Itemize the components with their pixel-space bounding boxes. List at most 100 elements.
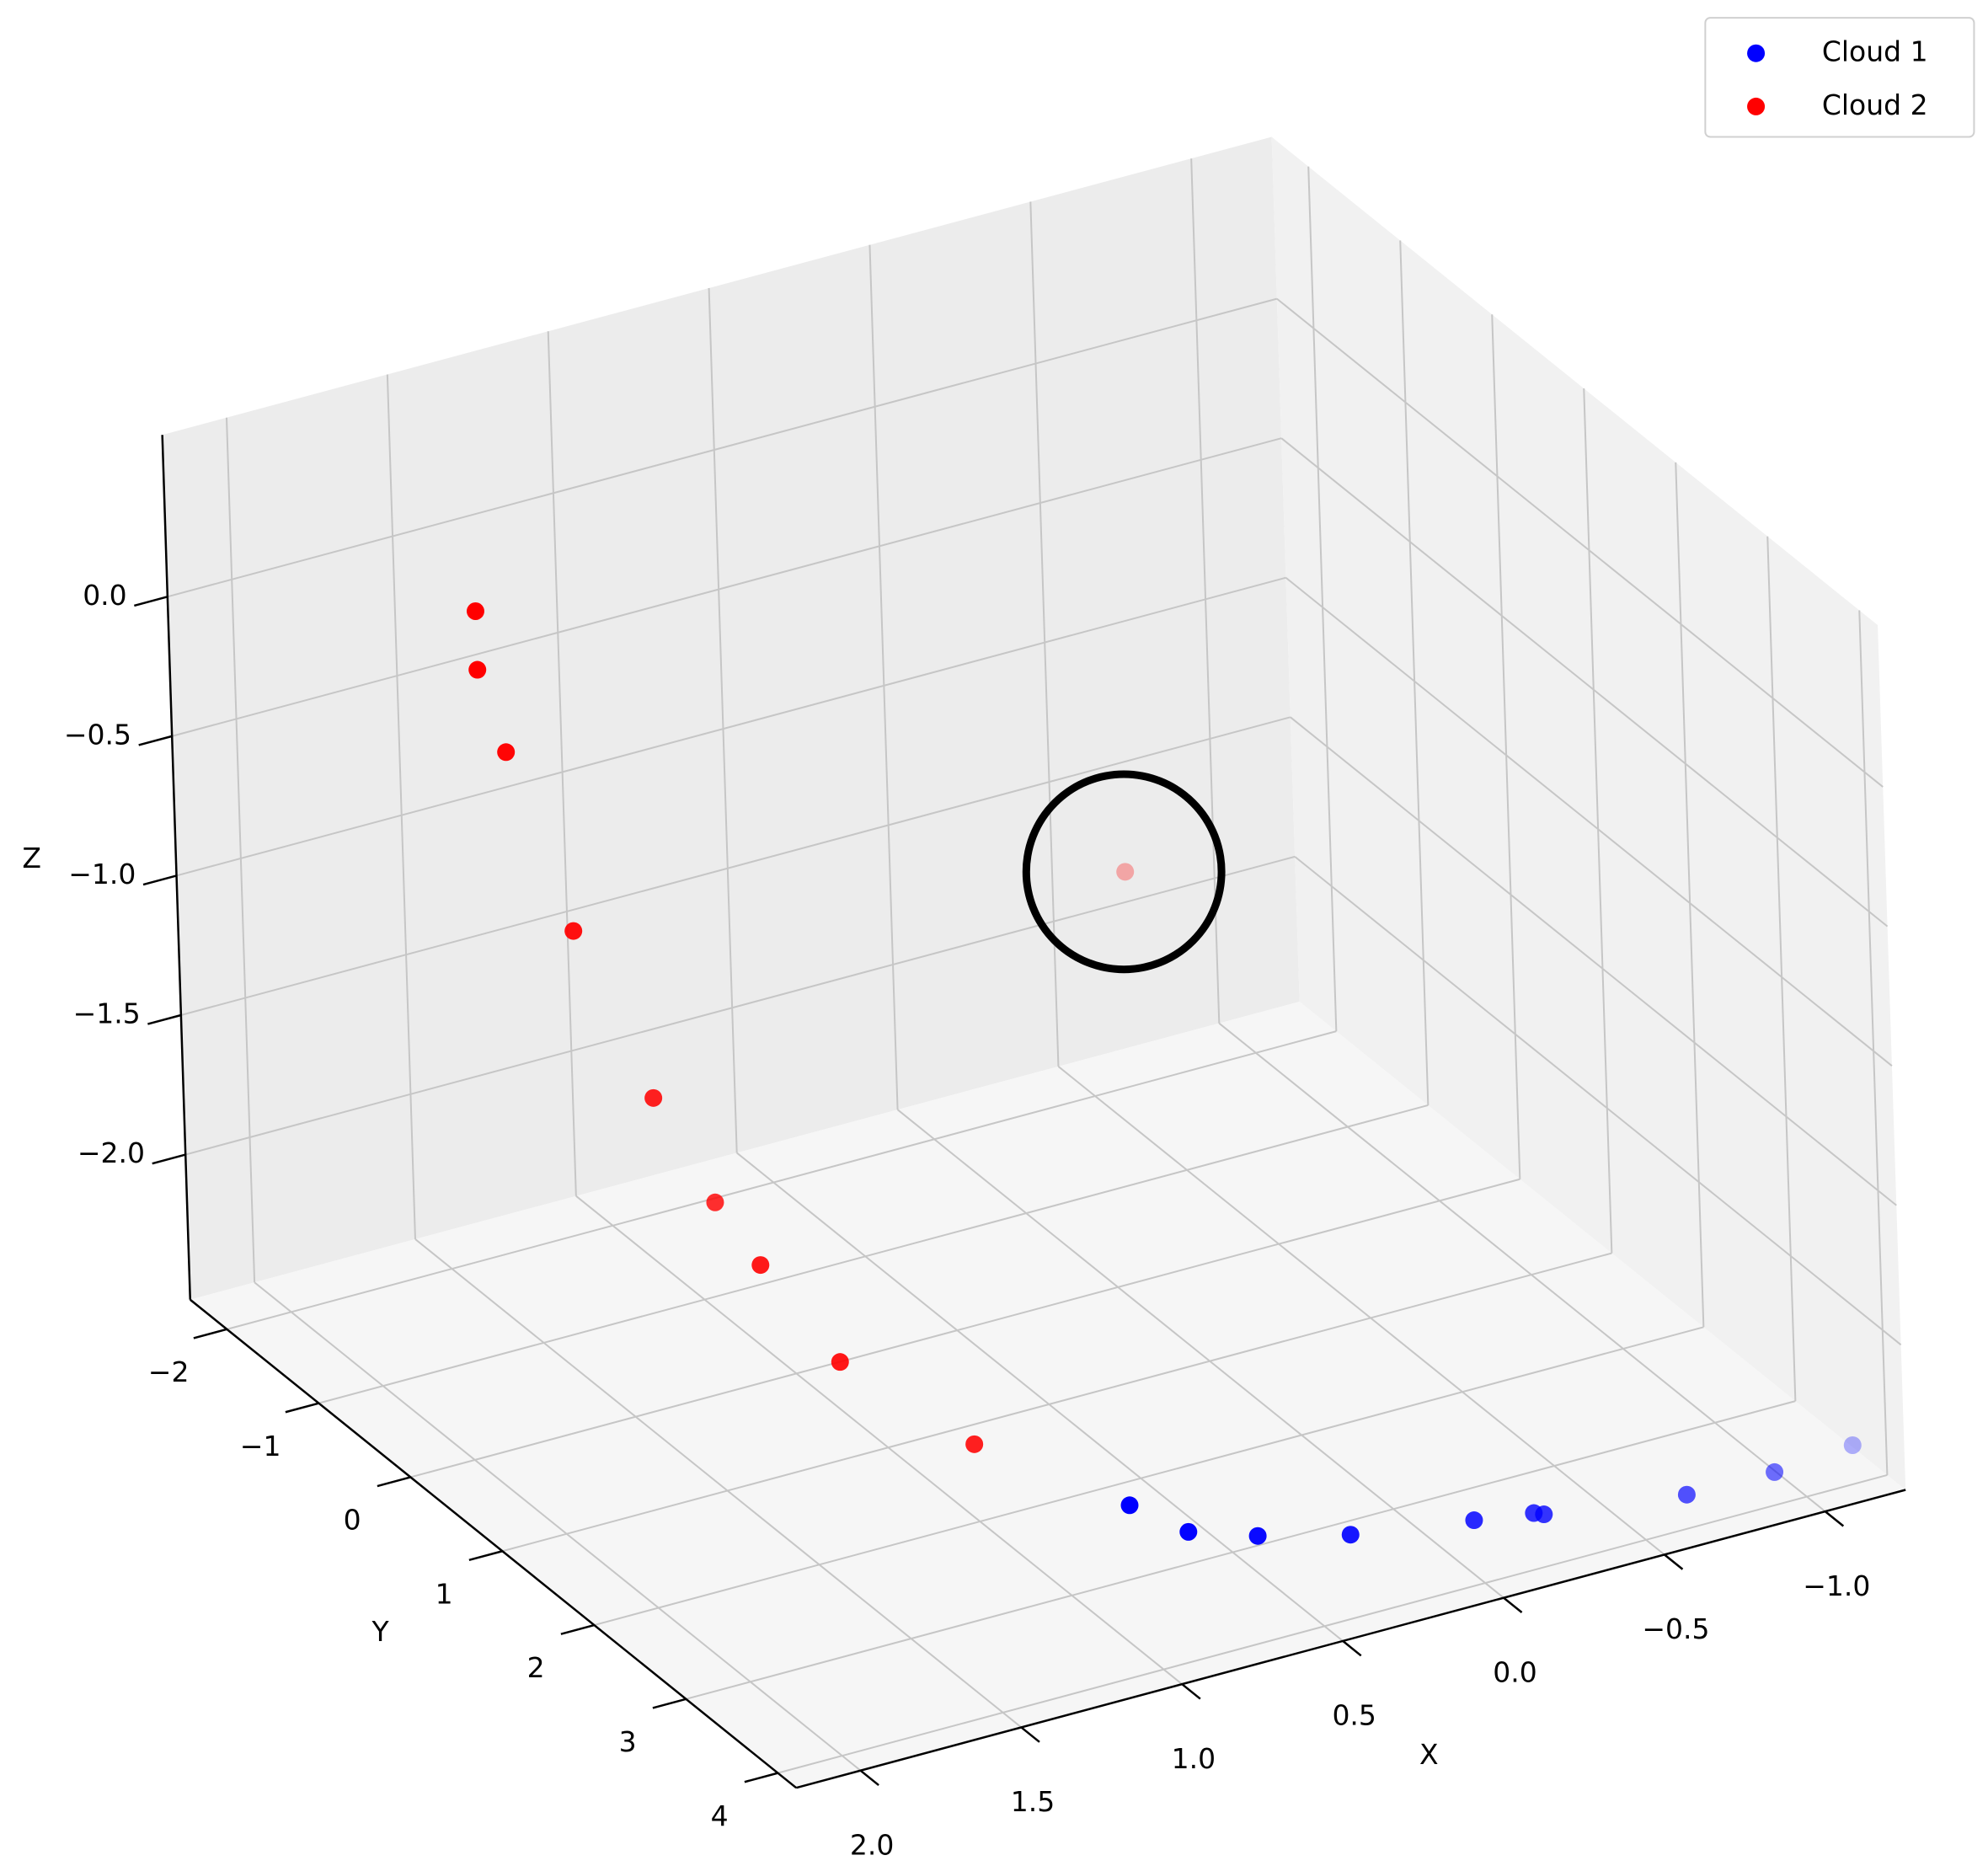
x-axis-line — [795, 1489, 1906, 1789]
tick-mark — [134, 596, 168, 607]
data-point — [706, 1193, 724, 1211]
grid-line — [410, 1178, 1520, 1478]
tick-mark — [285, 1402, 319, 1414]
z-axis-label: Z — [22, 842, 41, 874]
grid-line — [1029, 201, 1060, 1067]
data-point — [831, 1353, 849, 1371]
z-tick-label: 0.0 — [83, 579, 126, 612]
data-point — [1120, 1496, 1139, 1515]
legend-marker — [1747, 44, 1766, 62]
grid-line — [184, 855, 1296, 1156]
tick-mark — [1020, 1726, 1040, 1743]
grid-line — [686, 1400, 1796, 1700]
data-point — [466, 602, 484, 620]
x-tick-label: −0.5 — [1642, 1612, 1709, 1645]
grid-line — [1190, 158, 1221, 1024]
grid-line — [1294, 856, 1902, 1346]
data-point — [468, 660, 487, 679]
floor-pane — [190, 1002, 1906, 1788]
legend: Cloud 1 Cloud 2 — [1704, 17, 1975, 138]
grid-line — [180, 716, 1291, 1016]
y-tick-label: 3 — [619, 1725, 637, 1758]
tick-mark — [147, 1013, 182, 1025]
grid-line — [868, 244, 899, 1110]
y-tick-label: 2 — [527, 1651, 545, 1684]
tick-mark — [560, 1623, 595, 1635]
z-tick-label: −2.0 — [77, 1136, 145, 1169]
axes: −1.0 −0.5 0.0 0.5 1.0 1.5 2.0 −2 −1 0 1 2 3 4 −2.0 −1.5… — [22, 435, 1906, 1861]
y-tick-label: −1 — [240, 1430, 281, 1462]
tick-mark — [1664, 1553, 1684, 1570]
grid-line — [594, 1326, 1704, 1627]
grid-line — [386, 374, 416, 1239]
grid-line — [1276, 297, 1884, 788]
highlight-circle — [1022, 770, 1226, 974]
grid-line — [1218, 1022, 1826, 1512]
data-point — [965, 1435, 984, 1453]
grid-line — [502, 1252, 1612, 1553]
y-tick-label: −2 — [148, 1355, 190, 1388]
data-point — [1248, 1526, 1267, 1545]
tick-mark — [138, 735, 173, 746]
grid-line — [227, 1030, 1337, 1330]
grid-line — [254, 1281, 862, 1772]
grid-line — [414, 1238, 1023, 1729]
back-pane — [162, 136, 1300, 1300]
y-tick-label: 0 — [344, 1504, 361, 1537]
y-axis-label: Y — [371, 1615, 389, 1648]
x-tick-label: 0.0 — [1493, 1655, 1536, 1688]
grid-line — [896, 1109, 1504, 1599]
tick-mark — [1342, 1639, 1362, 1657]
grid-line — [225, 417, 256, 1283]
x-tick-label: 2.0 — [850, 1828, 894, 1861]
tick-mark — [193, 1328, 227, 1339]
grid-line — [736, 1152, 1344, 1642]
tick-mark — [744, 1772, 778, 1783]
data-point — [1465, 1511, 1483, 1530]
tick-mark — [1824, 1510, 1845, 1527]
grid-line — [1280, 437, 1889, 928]
side-pane — [1271, 136, 1906, 1490]
grid-line — [1290, 716, 1897, 1206]
tick-mark — [1503, 1596, 1523, 1614]
data-point — [1843, 1436, 1862, 1454]
tick-mark — [859, 1769, 879, 1787]
tick-mark — [142, 874, 177, 886]
grid — [167, 158, 1902, 1774]
z-tick-label: −0.5 — [64, 718, 131, 751]
grid-line — [778, 1473, 1888, 1774]
panes — [162, 136, 1906, 1788]
data-point — [751, 1256, 770, 1275]
data-point — [1766, 1462, 1784, 1481]
legend-box — [1704, 17, 1975, 138]
grid-line — [1057, 1066, 1665, 1556]
x-axis-label: X — [1419, 1738, 1439, 1771]
tick-mark — [652, 1698, 687, 1709]
grid-line — [1285, 576, 1893, 1067]
data-point — [1535, 1505, 1553, 1524]
grid-line — [575, 1195, 1183, 1685]
z-tick-label: −1.0 — [68, 858, 136, 890]
legend-label: Cloud 1 — [1822, 35, 1928, 68]
x-tick-label: 1.5 — [1011, 1785, 1055, 1818]
data-point — [497, 743, 516, 762]
legend-marker — [1747, 97, 1766, 115]
z-axis-line — [161, 435, 192, 1300]
grid-line — [318, 1104, 1429, 1404]
data-point — [1116, 863, 1135, 881]
data-point — [644, 1088, 663, 1107]
grid-line — [171, 437, 1282, 737]
y-tick-label: 4 — [711, 1799, 729, 1832]
y-tick-label: 1 — [436, 1577, 453, 1610]
x-tick-label: 0.5 — [1332, 1699, 1376, 1732]
tick-mark — [1181, 1683, 1201, 1700]
legend-label: Cloud 2 — [1822, 88, 1928, 121]
x-tick-label: −1.0 — [1803, 1569, 1870, 1602]
grid-line — [167, 297, 1278, 598]
data-point — [564, 922, 583, 940]
z-tick-label: −1.5 — [73, 997, 141, 1029]
tick-mark — [468, 1550, 503, 1562]
grid-line — [708, 287, 738, 1153]
data-point — [1677, 1485, 1696, 1504]
data-point — [1341, 1526, 1360, 1544]
